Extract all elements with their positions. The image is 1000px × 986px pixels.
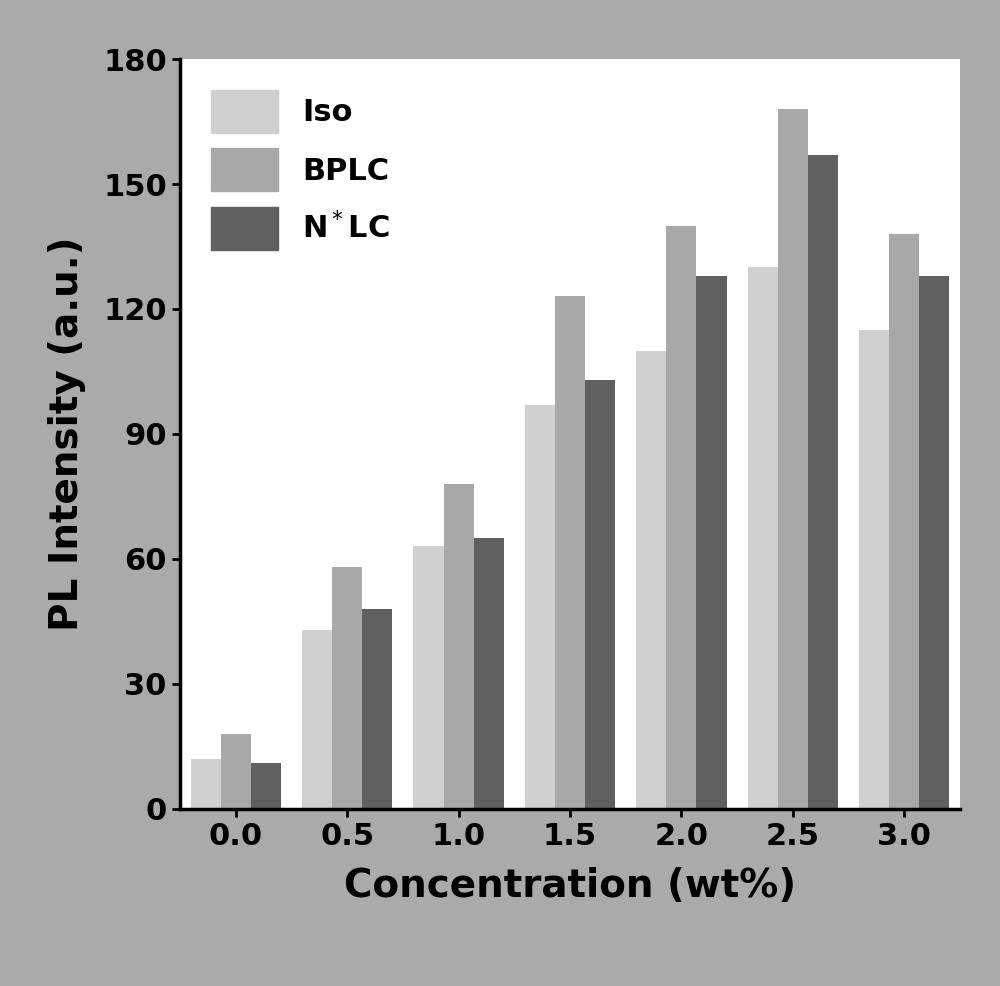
Bar	[808, 155, 838, 809]
Bar	[585, 380, 615, 809]
Bar	[748, 267, 778, 809]
Bar	[666, 226, 696, 809]
Bar	[362, 608, 392, 809]
Bar	[191, 758, 221, 809]
Bar	[919, 276, 949, 809]
X-axis label: Concentration (wt%): Concentration (wt%)	[344, 868, 796, 905]
Bar	[778, 109, 808, 809]
Bar	[525, 404, 555, 809]
Bar	[889, 234, 919, 809]
Bar	[859, 329, 889, 809]
Bar	[555, 297, 585, 809]
Y-axis label: PL Intensity (a.u.): PL Intensity (a.u.)	[48, 237, 86, 631]
Bar	[444, 484, 474, 809]
Bar	[221, 734, 251, 809]
Bar	[474, 538, 504, 809]
Bar	[696, 276, 727, 809]
Bar	[332, 567, 362, 809]
Bar	[413, 546, 444, 809]
Legend: Iso, BPLC, N$^*$LC: Iso, BPLC, N$^*$LC	[195, 74, 405, 265]
Bar	[302, 629, 332, 809]
Bar	[636, 351, 666, 809]
Bar	[251, 763, 281, 809]
